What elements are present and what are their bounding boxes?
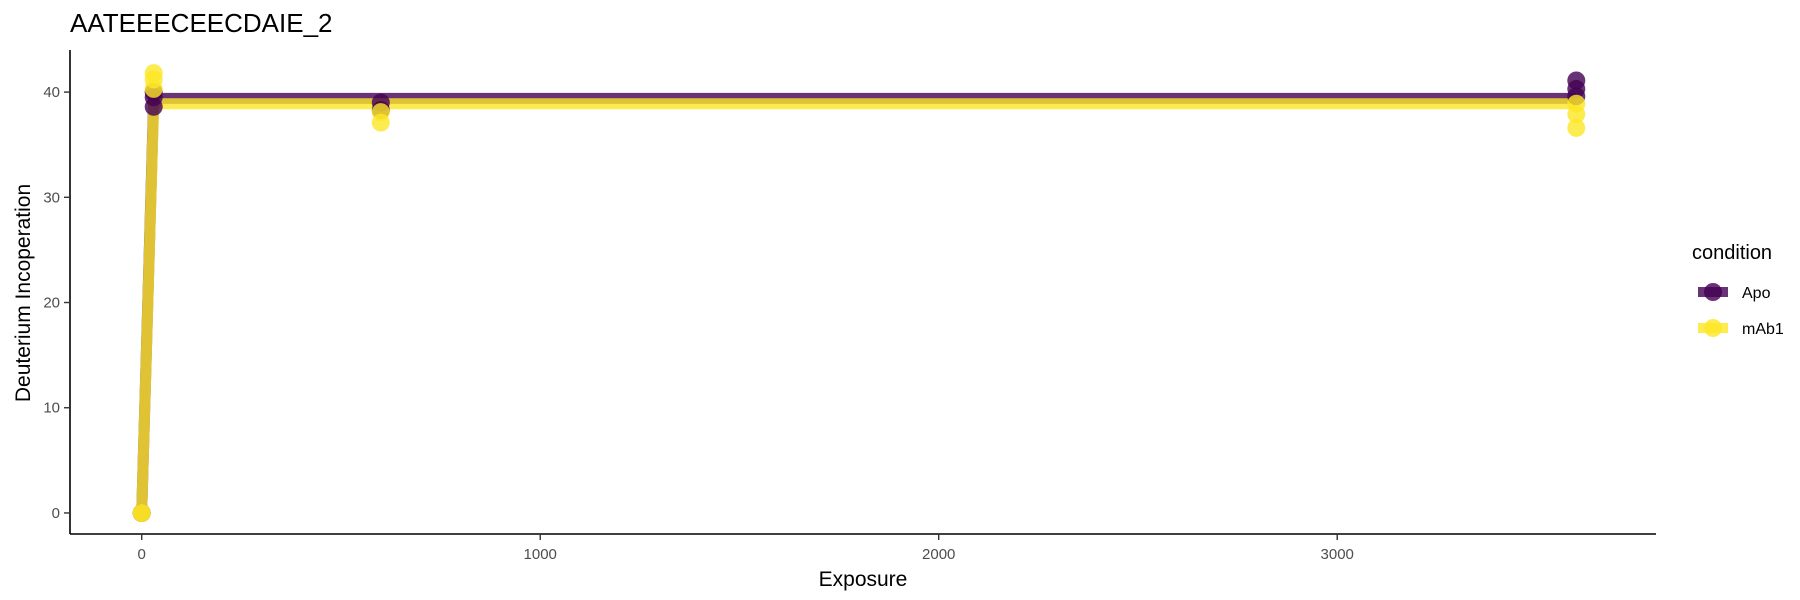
legend-key-mab1 <box>1698 319 1728 337</box>
legend-title: condition <box>1692 242 1772 264</box>
data-point-apo <box>1567 71 1586 90</box>
y-tick-label: 10 <box>43 400 60 417</box>
y-tick-label: 30 <box>43 189 60 206</box>
x-tick-label: 0 <box>138 546 146 563</box>
y-tick-label: 40 <box>43 84 60 101</box>
x-axis-ticks: 0 1000 2000 3000 <box>138 534 1354 563</box>
y-axis-ticks: 0 10 20 30 40 <box>43 84 70 522</box>
data-point-mab1 <box>132 504 151 522</box>
y-axis-title: Deuterium Incoperation <box>12 184 35 402</box>
legend-label-apo: Apo <box>1742 285 1771 302</box>
series-line-mab1 <box>136 98 1577 514</box>
chart-title: AATEEECEECDAIE_2 <box>70 8 333 38</box>
legend-key-point <box>1704 283 1722 301</box>
legend-label-mab1: mAb1 <box>1742 321 1784 338</box>
legend-key-point <box>1704 319 1722 337</box>
data-point-mab1 <box>144 64 163 83</box>
y-tick-label: 20 <box>43 295 60 312</box>
y-tick-label: 0 <box>52 505 60 522</box>
plot-area <box>132 64 1586 522</box>
x-tick-label: 3000 <box>1321 546 1354 563</box>
data-point-mab1 <box>1567 94 1586 113</box>
data-point-mab1 <box>1567 118 1586 137</box>
legend: condition Apo mAb1 <box>1692 242 1784 338</box>
x-tick-label: 1000 <box>524 546 557 563</box>
data-point-mab1 <box>371 103 390 122</box>
legend-key-apo <box>1698 283 1728 301</box>
series-line-apo <box>136 92 1577 514</box>
x-axis-title: Exposure <box>819 568 908 591</box>
x-tick-label: 2000 <box>922 546 955 563</box>
